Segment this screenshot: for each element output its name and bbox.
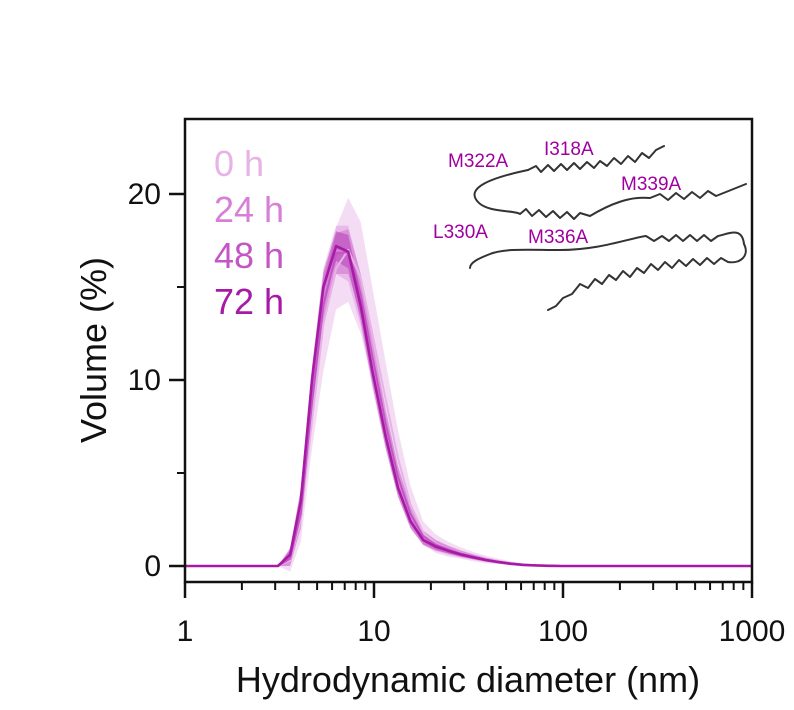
- strand-2: [473, 169, 747, 220]
- label-m339a: M339A: [621, 174, 682, 195]
- y-axis-title: Volume (%): [73, 257, 114, 443]
- strand-4: [547, 243, 747, 311]
- strand-1: [527, 145, 665, 173]
- strand-3: [469, 231, 745, 269]
- legend-entry-24h: 24 h: [214, 189, 284, 230]
- y-tick-label: 0: [144, 550, 161, 583]
- y-tick-label: 20: [128, 178, 161, 211]
- x-axis-ticks: 1 10 100 1000: [177, 582, 786, 648]
- legend: 0 h 24 h 48 h 72 h: [214, 143, 284, 322]
- label-m322a: M322A: [448, 151, 509, 172]
- y-tick-label: 10: [128, 364, 161, 397]
- x-tick-label: 100: [538, 615, 588, 648]
- label-l330a: L330A: [433, 222, 488, 243]
- y-axis-ticks: 0 10 20: [128, 178, 185, 583]
- line-72h: [185, 244, 752, 568]
- legend-entry-0h: 0 h: [214, 143, 264, 184]
- legend-entry-48h: 48 h: [214, 235, 284, 276]
- label-i318a: I318A: [544, 139, 594, 160]
- mutation-labels: M322A I318A M339A L330A M336A: [433, 139, 682, 248]
- x-tick-label: 10: [357, 615, 390, 648]
- label-m336a: M336A: [528, 227, 589, 248]
- protein-structure-inset: [469, 145, 747, 311]
- band-48h: [185, 229, 752, 567]
- series-lines: [185, 244, 752, 568]
- x-tick-label: 1000: [719, 615, 786, 648]
- legend-entry-72h: 72 h: [214, 281, 284, 322]
- band-24h: [185, 225, 752, 566]
- plot-frame: [183, 117, 754, 584]
- x-tick-label: 1: [177, 615, 194, 648]
- x-axis-title: Hydrodynamic diameter (nm): [236, 659, 700, 700]
